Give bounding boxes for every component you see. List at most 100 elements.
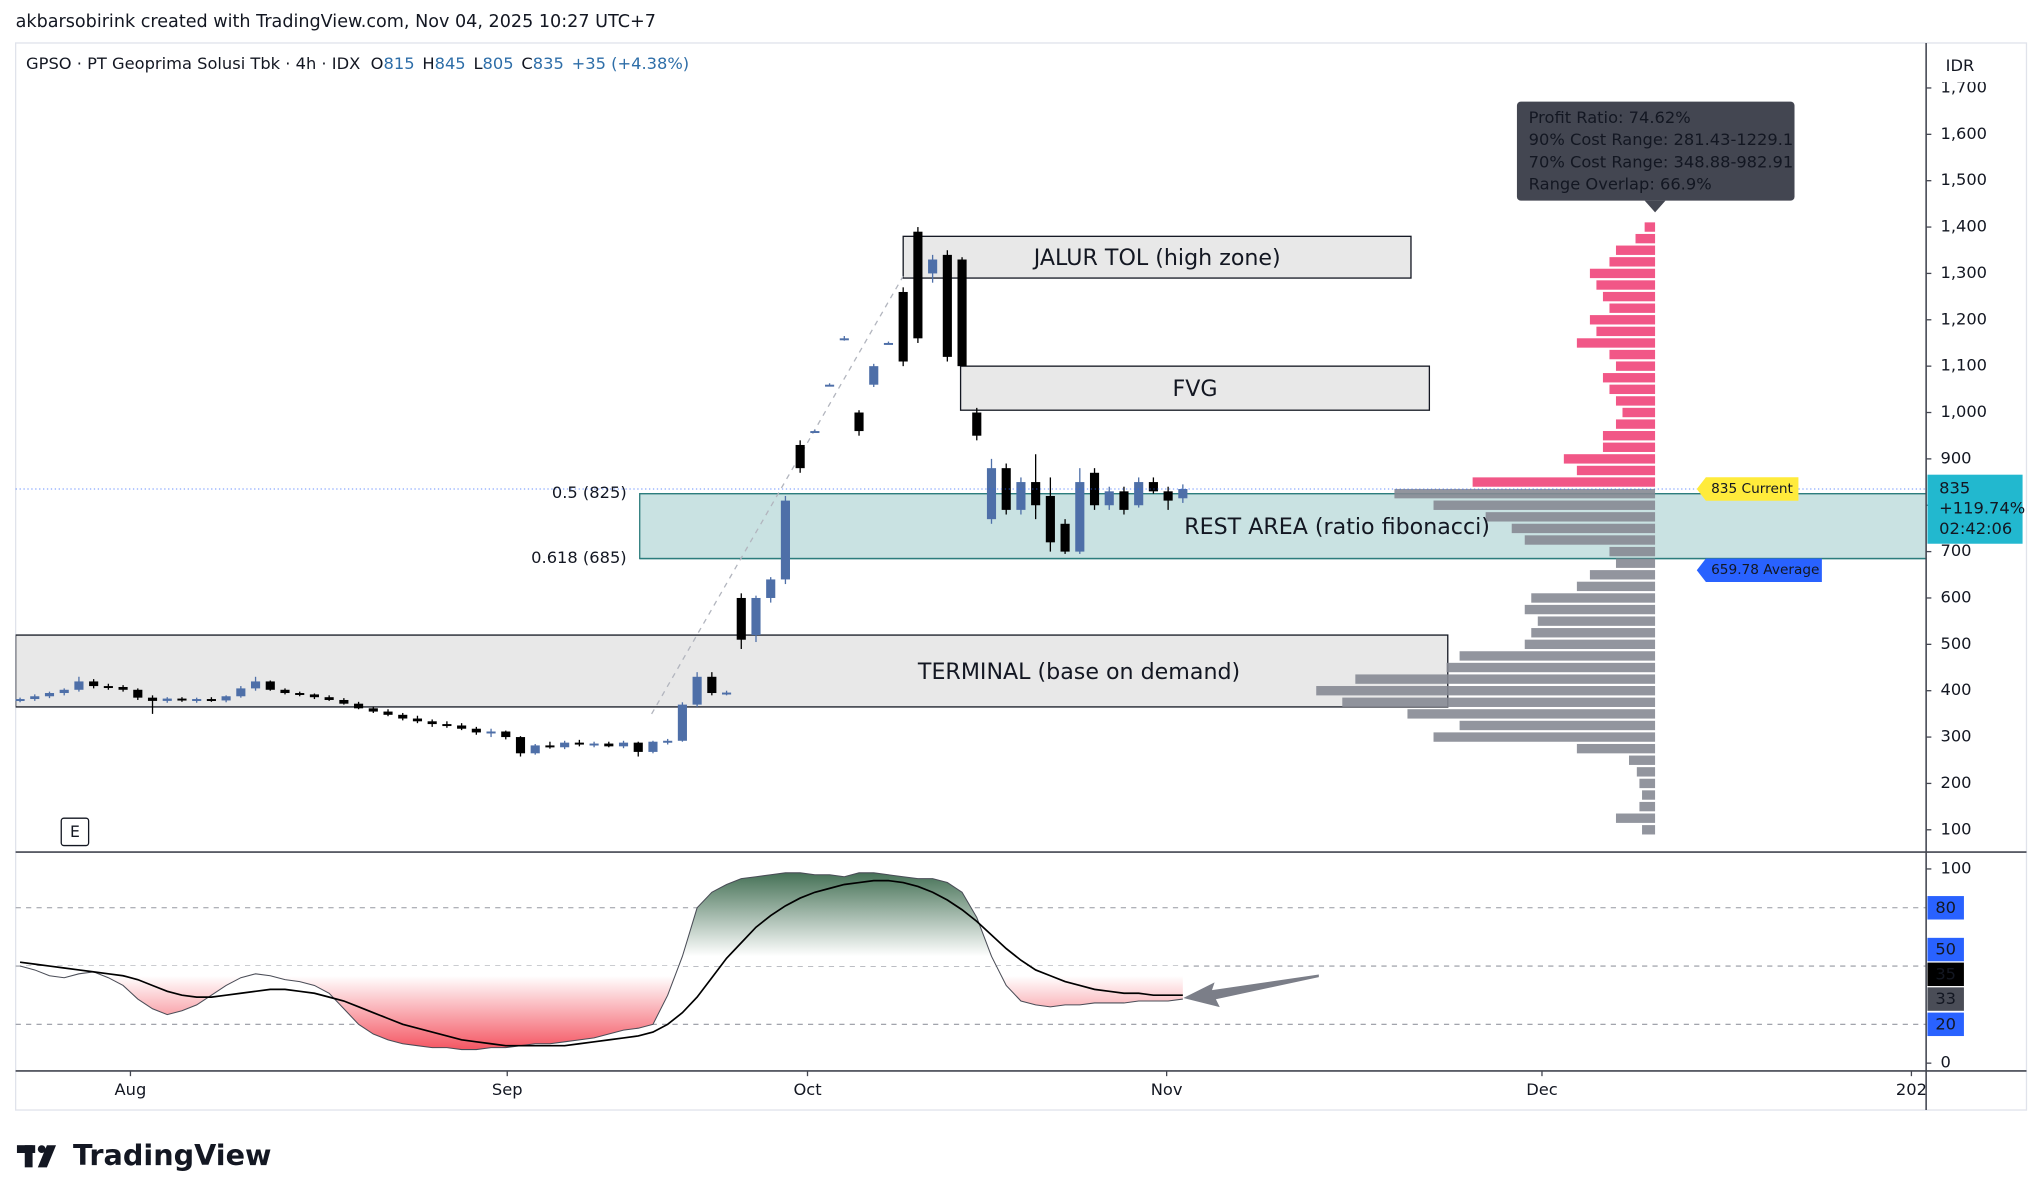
profile-bar	[1602, 431, 1656, 441]
profile-bar	[1316, 686, 1656, 696]
candle-body	[15, 699, 25, 702]
candle-body	[339, 699, 349, 704]
brand: TradingView	[73, 1138, 272, 1172]
candle-body	[648, 741, 658, 752]
tooltip-box	[1516, 101, 1795, 201]
candle-body	[1163, 491, 1173, 501]
profile-bar	[1485, 512, 1656, 522]
ohlc-value: 845	[435, 53, 466, 72]
fib-label: 0.5 (825)	[552, 483, 627, 502]
y-tick-label: 400	[1940, 680, 1971, 699]
profile-bar	[1576, 338, 1656, 348]
value-badge-label: 33	[1935, 989, 1956, 1008]
candle-body	[560, 742, 570, 748]
y-tick-label: 700	[1940, 541, 1971, 560]
candle-body	[1075, 482, 1085, 552]
axes: 1002003004005006007008009001,0001,1001,2…	[115, 77, 1987, 1099]
candle-body	[457, 725, 467, 729]
y-tick-label: 100	[1940, 858, 1971, 877]
profile-bar	[1615, 396, 1656, 406]
candle-body	[103, 686, 113, 689]
value-badge	[1927, 896, 1964, 920]
profile-bar	[1615, 245, 1656, 255]
candle-body	[751, 597, 761, 636]
y-tick-label: 600	[1940, 587, 1971, 606]
candle-body	[30, 696, 40, 700]
y-tick-label: 900	[1940, 448, 1971, 467]
profile-bar	[1589, 570, 1656, 580]
candle-body	[869, 366, 879, 385]
candle-body	[942, 254, 952, 357]
candle-body	[265, 681, 275, 690]
candle-body	[368, 708, 378, 712]
profile-bar	[1524, 535, 1656, 545]
profile-bar	[1531, 593, 1656, 603]
y-tick-label: 1,000	[1940, 402, 1987, 421]
y-tick-label: 0	[1940, 1053, 1950, 1072]
ohlc-label: H	[422, 53, 434, 72]
price-tag-line: +119.74%	[1939, 499, 2025, 518]
profile-bar	[1531, 628, 1656, 638]
profile-bar	[1602, 291, 1656, 302]
value-badge	[1927, 937, 1964, 962]
logo-shape	[37, 1145, 57, 1168]
chart-frame	[14, 42, 2028, 1111]
candle-body	[530, 745, 540, 754]
profile-bar	[1524, 639, 1656, 650]
symbol: GPSO · PT Geoprima Solusi Tbk · 4h · IDX	[26, 53, 360, 72]
candle-body	[471, 728, 481, 733]
candle-body	[663, 740, 673, 743]
candle-body	[59, 689, 69, 694]
fib-label: 0.618 (685)	[531, 548, 626, 567]
average-tag-label: 659.78 Average	[1711, 562, 1819, 578]
profile-bar	[1596, 326, 1656, 337]
candle-body	[398, 714, 408, 719]
y-tick-label: 1,200	[1940, 309, 1987, 328]
current-tag	[1696, 477, 1799, 501]
profile-bar	[1644, 222, 1656, 232]
value-badge	[1927, 987, 1964, 1011]
candle-body	[1104, 491, 1114, 506]
profile-bar	[1609, 546, 1656, 557]
candle-body	[1089, 472, 1100, 506]
earnings-marker[interactable]	[60, 817, 90, 847]
ohlc-label: C	[521, 53, 532, 72]
candle-body	[221, 696, 231, 701]
candle-body	[736, 597, 746, 640]
candle-body	[986, 468, 997, 520]
value-badge	[1927, 962, 1964, 987]
profile-bar	[1433, 500, 1656, 510]
candle-body	[780, 500, 790, 580]
candle-body	[192, 699, 202, 702]
candle-body	[928, 259, 938, 274]
value-badge	[1927, 1012, 1964, 1037]
profile-bar	[1622, 407, 1656, 418]
y-tick-label: 300	[1940, 727, 1971, 746]
x-tick-label: 202	[1896, 1080, 1927, 1099]
candle-body	[633, 742, 643, 752]
candle-body	[427, 721, 437, 725]
candle-body	[1119, 491, 1129, 510]
profile-bar	[1355, 674, 1656, 684]
candles	[15, 227, 1188, 757]
profile-bar	[1576, 743, 1656, 754]
candle-body	[324, 697, 334, 700]
candle-body	[486, 731, 496, 734]
oscillator	[15, 872, 1927, 1051]
y-tick-label: 1,400	[1940, 217, 1987, 236]
zone-label: FVG	[1173, 376, 1218, 402]
candle-body	[295, 693, 305, 695]
profile-bar	[1642, 790, 1656, 800]
profile-bar	[1609, 303, 1656, 313]
zone-label: TERMINAL (base on demand)	[917, 659, 1240, 685]
candle-body	[1016, 482, 1026, 510]
profile-bar	[1602, 373, 1656, 383]
tooltip-line: 90% Cost Range: 281.43-1229.1	[1529, 130, 1794, 149]
candle-body	[1045, 495, 1055, 543]
candle-body	[1178, 489, 1188, 499]
profile-bar	[1407, 709, 1656, 719]
candle-body	[692, 676, 702, 705]
candle-body	[442, 724, 452, 727]
candle-body	[354, 703, 364, 709]
x-tick-label: Sep	[492, 1080, 523, 1099]
